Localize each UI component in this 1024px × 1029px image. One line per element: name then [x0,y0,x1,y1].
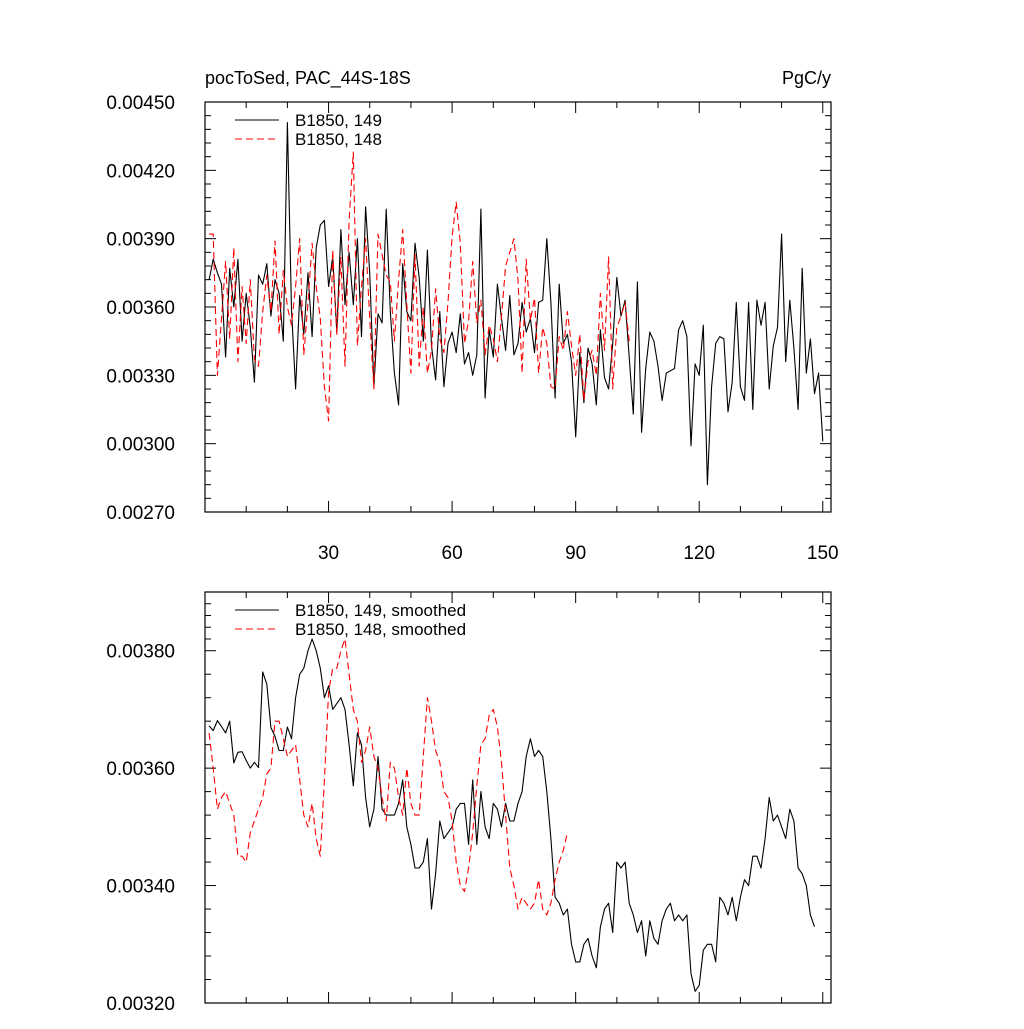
series-line-black [208,638,816,992]
y-tick-label: 0.00420 [106,161,175,182]
y-tick-label: 0.00390 [106,230,175,251]
y-tick-label: 0.00270 [106,503,175,524]
y-tick-label: 0.00320 [106,994,175,1015]
legend-label: B1850, 148, smoothed [295,620,466,639]
chart-title: pocToSed, PAC_44S-18S [205,68,411,89]
x-tick-label: 120 [683,543,715,564]
y-tick-label: 0.00340 [106,877,175,898]
y-tick-label: 0.00360 [106,298,175,319]
x-tick-label: 30 [318,543,339,564]
bottom-panel: 0.00320 0.00340 0.00360 0.00380 B1850, 149, … [106,591,832,1015]
y-tick-label: 0.00360 [106,759,175,780]
y-tick-label: 0.00380 [106,642,175,663]
y-tick-label: 0.00450 [106,93,175,114]
series-line-black [208,121,824,486]
y-tick-label: 0.00300 [106,435,175,456]
x-tick-label: 150 [807,543,839,564]
series-line-red [208,638,568,916]
y-tick-label: 0.00330 [106,366,175,387]
units-label: PgC/y [782,68,831,88]
x-tick-label: 90 [565,543,586,564]
legend-label: B1850, 149 [295,111,382,130]
legend-label: B1850, 148 [295,130,382,149]
legend-label: B1850, 149, smoothed [295,601,466,620]
plot-frame [204,591,832,1004]
top-panel: 30 60 90 120 150 0.00270 0.00300 0.00330 0.00360… [106,68,838,564]
x-tick-label: 60 [442,543,463,564]
series-line-red [209,151,630,422]
